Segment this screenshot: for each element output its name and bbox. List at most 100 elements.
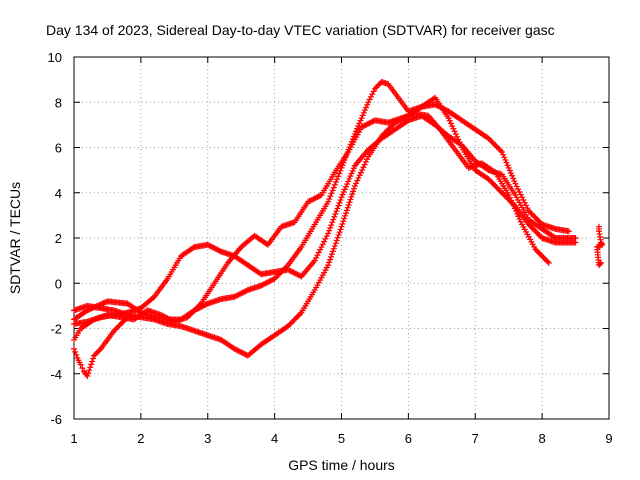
data-point	[71, 345, 77, 352]
data-point	[596, 261, 603, 268]
data-point	[351, 130, 358, 137]
x-tick-label: 6	[405, 431, 412, 446]
data-point	[349, 191, 356, 198]
data-point	[513, 183, 520, 190]
data-point	[272, 274, 279, 281]
data-point	[369, 118, 376, 125]
data-point	[373, 84, 380, 91]
data-point	[325, 230, 332, 237]
data-point	[208, 243, 215, 250]
data-point	[356, 172, 363, 179]
data-point	[375, 81, 382, 88]
data-point	[186, 312, 193, 319]
data-point	[536, 232, 543, 239]
data-point	[286, 321, 293, 328]
data-point	[528, 210, 535, 217]
data-point	[497, 147, 504, 154]
data-point	[341, 186, 348, 193]
y-tick-label: -4	[50, 367, 62, 382]
data-point	[520, 196, 527, 203]
data-point	[311, 195, 318, 202]
data-point	[335, 173, 342, 180]
data-point	[449, 123, 456, 130]
data-point	[293, 270, 300, 277]
data-point	[348, 193, 355, 200]
data-point	[235, 291, 242, 298]
data-point	[192, 306, 199, 313]
data-point	[326, 227, 333, 234]
data-point	[163, 314, 170, 321]
data-point	[489, 180, 496, 187]
x-tick-label: 3	[204, 431, 211, 446]
data-point	[349, 167, 356, 174]
data-point	[535, 217, 542, 224]
data-point	[95, 348, 102, 355]
data-point	[214, 246, 221, 253]
data-point	[326, 195, 333, 202]
data-point	[336, 229, 343, 236]
data-point	[96, 347, 103, 354]
data-point	[533, 229, 540, 236]
data-point	[353, 180, 360, 187]
data-point	[306, 198, 313, 205]
data-point	[314, 252, 321, 259]
data-point	[329, 248, 336, 255]
data-point	[164, 315, 171, 322]
data-point	[452, 131, 459, 138]
data-point	[325, 198, 332, 205]
data-point	[263, 240, 270, 247]
chart-title: Day 134 of 2023, Sidereal Day-to-day VTE…	[46, 22, 555, 38]
data-point	[238, 290, 245, 297]
data-point	[499, 189, 505, 196]
data-point	[234, 292, 241, 299]
data-point	[504, 162, 511, 169]
data-point	[86, 367, 93, 374]
y-tick-label: 6	[55, 141, 62, 156]
data-point	[367, 93, 374, 100]
data-point	[287, 320, 294, 327]
data-point	[291, 316, 298, 323]
data-point	[328, 222, 335, 229]
data-point	[271, 275, 278, 282]
data-point	[202, 301, 209, 308]
data-point	[358, 115, 365, 122]
y-tick-label: 2	[55, 231, 62, 246]
data-point	[268, 277, 275, 284]
data-point	[285, 323, 291, 330]
series-track-a	[71, 78, 572, 323]
data-point	[315, 249, 322, 256]
data-point	[531, 226, 538, 233]
data-point	[89, 358, 96, 365]
data-point	[73, 351, 80, 358]
y-tick-label: 0	[55, 276, 62, 291]
data-point	[319, 241, 326, 248]
data-point	[354, 177, 361, 184]
data-point	[516, 216, 523, 223]
data-points	[71, 78, 606, 380]
data-point	[188, 310, 195, 317]
data-point	[92, 351, 99, 358]
data-point	[519, 194, 526, 201]
data-point	[340, 188, 347, 195]
data-point	[309, 196, 316, 203]
data-point	[318, 244, 325, 251]
data-point	[160, 313, 167, 320]
data-point	[361, 161, 368, 168]
data-point	[215, 247, 222, 254]
data-point	[532, 228, 539, 235]
data-point	[297, 272, 304, 279]
data-point	[321, 238, 328, 245]
data-point	[350, 188, 357, 195]
data-point	[289, 319, 296, 326]
data-point	[259, 281, 266, 288]
data-point	[240, 289, 247, 296]
data-point	[510, 175, 517, 182]
data-point	[535, 230, 542, 237]
data-point	[231, 293, 238, 300]
data-point	[544, 258, 551, 265]
data-point	[330, 184, 337, 191]
data-point	[515, 213, 522, 220]
data-point	[516, 188, 523, 195]
x-tick-label: 2	[137, 431, 144, 446]
data-point	[514, 210, 521, 217]
